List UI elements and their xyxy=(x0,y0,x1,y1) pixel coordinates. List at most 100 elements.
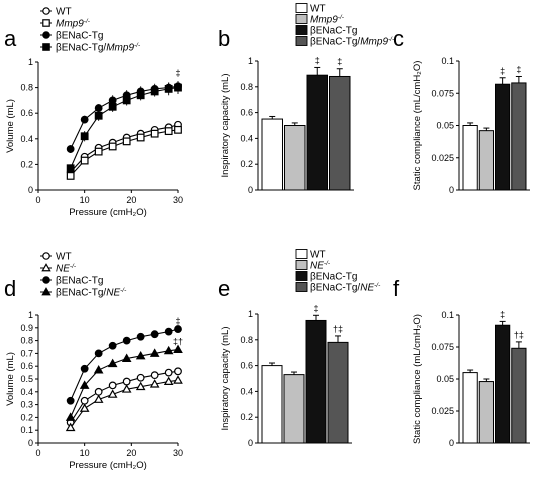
panel-a-series-mmp9-point xyxy=(94,147,103,156)
panel-d-series-ne-point xyxy=(93,394,104,403)
panel-d-series-ne-point xyxy=(135,381,146,391)
panel-e-y-tick-label: 0.4 xyxy=(240,386,253,396)
panel-a-legend-wt-label: WT xyxy=(56,7,72,18)
panel-d-series-wt-point xyxy=(150,371,159,380)
panel-d-series-enac-tg-ne-point xyxy=(107,358,118,368)
panel-d-y-tick-label: 0.3 xyxy=(20,400,33,410)
panel-a-legend-wt-marker xyxy=(42,7,50,15)
panel-d-series-wt-point xyxy=(94,387,103,396)
panel-e-bar-enac-tg-significance-mark: ‡ xyxy=(313,303,318,313)
panel-b-bar-enac-tg-significance-mark: ‡ xyxy=(315,55,320,65)
panel-d-series-enac-tg-point xyxy=(80,364,89,373)
panel-d-series-enac-tg-ne-point xyxy=(79,380,90,389)
panel-a-legend-mmp9-label: Mmp9-/- xyxy=(56,18,91,30)
panel-c-bar-enac-tg-significance-mark: ‡ xyxy=(500,66,505,76)
panel-d-x-tick-label: 30 xyxy=(173,448,183,458)
panel-a-series-mmp9-point xyxy=(150,129,159,138)
panel-d-series-enac-tg-point xyxy=(108,341,117,350)
panel-f-bar-enac-tg xyxy=(495,324,511,444)
panel-a-series-mmp9-point xyxy=(122,137,131,146)
panel-e-bar-wt xyxy=(261,365,283,444)
panel-d-significance-mark: ‡† xyxy=(173,336,183,346)
panel-b-y-tick-label: 0.4 xyxy=(240,133,253,143)
panel-e-legend-wt-swatch xyxy=(295,249,308,259)
panel-a-legend-enac-tg-marker xyxy=(42,31,50,39)
panel-d-series-enac-tg-point xyxy=(164,327,173,336)
panel-b-bar-mmp9 xyxy=(284,125,306,191)
panel-b-legend-mmp9-label: Mmp9-/- xyxy=(310,14,345,26)
panel-a-x-tick-label: 10 xyxy=(80,195,90,205)
panel-d-series-wt-point xyxy=(122,377,131,386)
panel-c-y-tick-label: 0.05 xyxy=(436,121,454,131)
panel-d-y-tick-label: 0.6 xyxy=(20,361,33,371)
panel-d-series-enac-tg-point xyxy=(94,349,103,358)
panel-a-series-enac-tg-point xyxy=(80,115,89,124)
panel-d-series-ne-point xyxy=(149,379,160,388)
panel-e-legend-enac-tg-label: βENaC-Tg xyxy=(310,272,357,283)
panel-a-x-axis-title: Pressure (cmH₂O) xyxy=(69,207,147,218)
panel-a-legend-enac-tg-label: βENaC-Tg xyxy=(56,31,103,42)
panel-d-legend-wt-label: WT xyxy=(56,252,72,263)
panel-a-y-tick-label: 1 xyxy=(28,57,33,67)
panel-e-y-tick-label: 1 xyxy=(248,309,253,319)
panel-e-legend-ne-swatch xyxy=(295,260,308,270)
panel-d-series-wt-point xyxy=(136,373,145,382)
panel-d-x-tick-label: 20 xyxy=(126,448,136,458)
panel-d-y-tick-label: 0.8 xyxy=(20,336,33,346)
panel-e-y-tick-label: 0.2 xyxy=(240,412,253,422)
panel-letter-a: a xyxy=(4,26,17,51)
panel-b-legend-wt-swatch xyxy=(295,3,308,13)
panel-a-series-mmp9-point xyxy=(174,125,182,134)
panel-d-line-chart: 00.10.20.30.40.50.60.70.80.910 10 20 30Pres… xyxy=(5,252,183,472)
panel-d-series-ne-point xyxy=(163,376,174,386)
panel-d-legend-enac-tg-ne-label: βENaC-Tg/NE-/- xyxy=(56,287,127,299)
panel-a-y-tick-label: 0.4 xyxy=(20,134,33,144)
panel-e-legend-enac-tg-swatch xyxy=(295,271,308,281)
panel-a-series-enac-tg-point xyxy=(66,145,75,153)
panel-c-y-tick-label: 0 xyxy=(449,185,454,195)
panel-b-legend-enac-tg-label: βENaC-Tg xyxy=(310,26,357,37)
panel-d-series-enac-tg-point xyxy=(174,325,182,333)
panel-e-legend-enac-tg-ne-label: βENaC-Tg/NE-/- xyxy=(310,282,381,294)
panel-e-y-tick-label: 0.8 xyxy=(240,335,253,345)
panel-d-y-tick-label: 0.9 xyxy=(20,323,33,333)
panel-d-y-tick-label: 0.1 xyxy=(20,425,33,435)
panel-a-series-mmp9-point xyxy=(164,127,173,136)
panel-c-y-tick-label: 0.025 xyxy=(431,153,454,163)
panel-d-series-enac-tg-point xyxy=(150,330,159,339)
panel-b-y-tick-label: 0.8 xyxy=(240,82,253,92)
panel-a-series-mmp9-point xyxy=(108,142,117,151)
panel-a-series-enac-tg-point xyxy=(94,104,103,112)
panel-b-legend-enac-tg-mmp9-label: βENaC-Tg/Mmp9-/- xyxy=(310,36,395,48)
panel-d-series-enac-tg-ne-point xyxy=(65,412,76,421)
panel-a-y-tick-label: 0.8 xyxy=(20,83,33,93)
panel-b-bar-enac-tg-mmp9-significance-mark: ‡ xyxy=(337,57,342,67)
panel-e-y-tick-label: 0 xyxy=(248,438,253,448)
panel-f-y-axis-title: Static compliance (mL/cmH₂O) xyxy=(412,314,423,444)
panel-d-x-axis-title: Pressure (cmH₂O) xyxy=(69,460,147,471)
panel-c-bar-chart: 0 0.025 0.05 0.075 0.1 Static compliance (mL/… xyxy=(412,56,530,195)
panel-d-series-enac-tg-point xyxy=(122,336,131,345)
panel-d-y-tick-label: 0.5 xyxy=(20,374,33,384)
panel-e-legend-wt-label: WT xyxy=(310,250,326,261)
panel-a-x-tick-label: 30 xyxy=(173,195,183,205)
panel-f-y-tick-label: 0.1 xyxy=(441,310,454,320)
panel-c-bar-enac-tg-mmp9-significance-mark: ‡ xyxy=(516,64,521,74)
panel-letter-e: e xyxy=(218,276,230,301)
panel-d-series-ne-point xyxy=(79,403,90,412)
panel-e-legend-enac-tg-ne-swatch xyxy=(295,282,308,292)
panel-d-legend-enac-tg-label: βENaC-Tg xyxy=(56,276,103,287)
panel-c-y-tick-label: 0.1 xyxy=(441,56,454,66)
panel-d-legend-wt-marker xyxy=(42,252,50,260)
panel-b-y-tick-label: 1 xyxy=(248,56,253,66)
panel-a-legend-enac-tg-mmp9-label: βENaC-Tg/Mmp9-/- xyxy=(56,42,141,54)
panel-b-y-axis-title: Inspiratory capacity (mL) xyxy=(220,73,231,177)
panel-a-series-enac-tg-mmp9-point xyxy=(80,132,89,141)
panel-e-bar-chart: 0 0.2 0.4 0.6 0.8 1 Inspiratory capacity (mL) ‡… xyxy=(220,249,381,448)
panel-d-series-enac-tg-point xyxy=(136,332,145,341)
panel-c-y-axis-title: Static compliance (mL/cmH₂O) xyxy=(412,61,423,191)
panel-d-series-enac-tg-ne-point xyxy=(135,350,146,360)
panel-a-series-enac-tg-mmp9-point xyxy=(174,83,182,92)
panel-d-series-wt-point xyxy=(164,368,173,377)
